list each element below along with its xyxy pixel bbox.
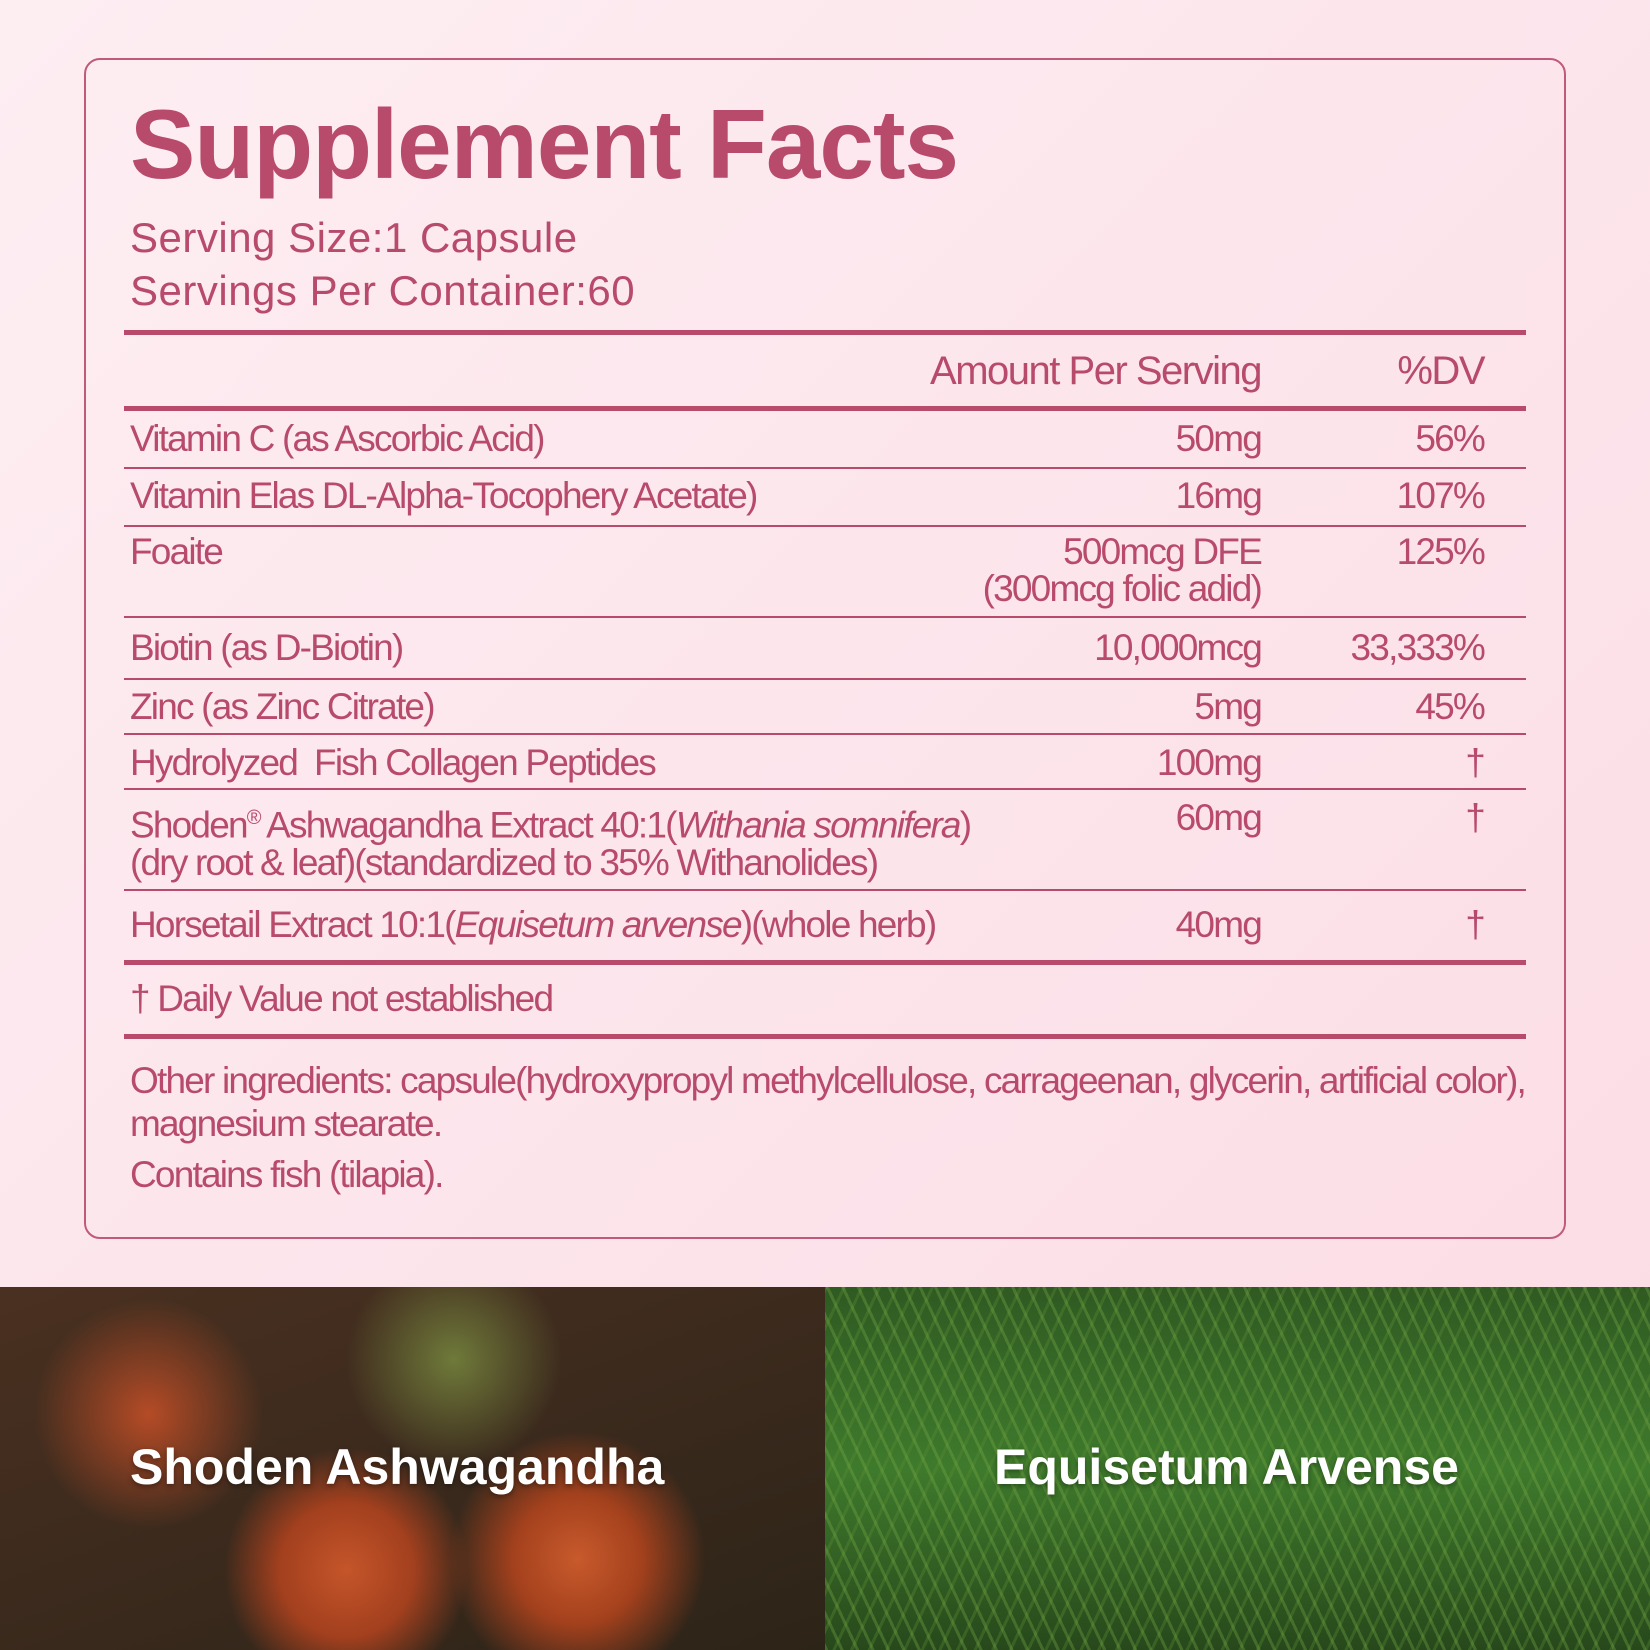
other-ingredients: Other ingredients: capsule(hydroxypropyl… <box>130 1060 1527 1101</box>
nutrient-amount: 60mg <box>1175 797 1263 838</box>
divider <box>124 525 1526 527</box>
ashwagandha-photo <box>0 1287 825 1650</box>
nutrient-amount: 100mg <box>1156 742 1263 783</box>
header-dv: %DV <box>1397 349 1485 393</box>
nutrient-name: Biotin (as D-Biotin) <box>130 627 404 668</box>
allergen-statement: Contains fish (tilapia). <box>130 1154 444 1195</box>
supplement-facts-panel <box>84 58 1566 1239</box>
horsetail-photo <box>825 1287 1650 1650</box>
nutrient-dv: 45% <box>1415 686 1485 727</box>
other-ingredients-cont: magnesium stearate. <box>130 1103 443 1144</box>
ashwagandha-label: Shoden Ashwagandha <box>130 1439 665 1495</box>
botanical-name: Equisetum arvense <box>454 904 743 945</box>
name-part: )(whole herb) <box>740 904 937 945</box>
nutrient-amount: 500mcg DFE <box>1063 531 1263 572</box>
header-amount: Amount Per Serving <box>930 349 1262 393</box>
servings-per-container: Servings Per Container:60 <box>130 267 636 314</box>
nutrient-name-detail: (dry root & leaf)(standardized to 35% Wi… <box>130 842 879 883</box>
name-part: Horsetail Extract 10:1( <box>130 904 456 945</box>
nutrient-name: Vitamin Elas DL-Alpha-Tocophery Acetate) <box>130 475 758 516</box>
nutrient-dv: 107% <box>1396 475 1486 516</box>
nutrient-amount: 16mg <box>1175 475 1263 516</box>
nutrient-amount: 40mg <box>1175 904 1263 945</box>
nutrient-dv: 56% <box>1415 418 1485 459</box>
nutrient-name: Zinc (as Zinc Citrate) <box>130 686 436 727</box>
nutrient-amount-detail: (300mcg folic adid) <box>982 568 1263 609</box>
name-part: ) <box>959 804 972 846</box>
divider <box>124 330 1526 335</box>
divider <box>124 1034 1526 1039</box>
nutrient-dv: † <box>1465 742 1486 783</box>
nutrient-amount: 50mg <box>1175 418 1263 459</box>
divider <box>124 406 1526 411</box>
serving-size: Serving Size:1 Capsule <box>130 214 578 261</box>
nutrient-dv: † <box>1465 904 1486 945</box>
divider <box>124 960 1526 965</box>
nutrient-dv: 125% <box>1396 531 1486 572</box>
divider <box>124 733 1526 735</box>
nutrient-amount: 5mg <box>1194 686 1262 727</box>
nutrient-dv: 33,333% <box>1350 627 1486 668</box>
name-part: Shoden <box>130 804 249 846</box>
footnote: † Daily Value not established <box>130 978 554 1019</box>
horsetail-label: Equisetum Arvense <box>994 1439 1459 1495</box>
divider <box>124 889 1526 891</box>
nutrient-name: Horsetail Extract 10:1(Equisetum arvense… <box>130 904 937 946</box>
divider <box>124 788 1526 790</box>
botanical-name: Withania somnifera <box>675 804 962 846</box>
nutrient-name: Vitamin C (as Ascorbic Acid) <box>130 418 545 459</box>
divider <box>124 678 1526 680</box>
nutrient-name: Foaite <box>130 531 224 572</box>
divider <box>124 467 1526 469</box>
nutrient-name: Hydrolyzed Fish Collagen Peptides <box>130 742 657 783</box>
page-title: Supplement Facts <box>130 89 959 199</box>
registered-mark: ® <box>246 807 262 829</box>
divider <box>124 616 1526 618</box>
name-part: Ashwagandha Extract 40:1( <box>259 804 677 846</box>
nutrient-dv: † <box>1465 797 1486 838</box>
nutrient-amount: 10,000mcg <box>1094 627 1263 668</box>
nutrient-name: Shoden® Ashwagandha Extract 40:1(Withani… <box>130 797 972 846</box>
